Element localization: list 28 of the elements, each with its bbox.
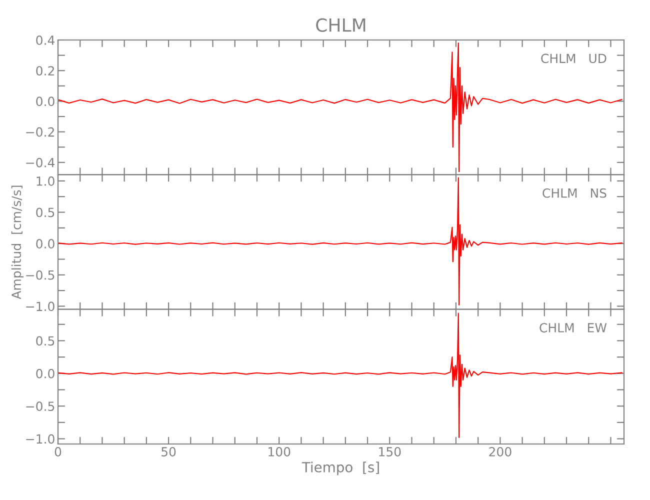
x-tick-label: 50 (162, 447, 176, 456)
y-tick-label: 0.4 (36, 35, 55, 45)
y-tick-label: −1.0 (26, 302, 54, 312)
x-axis-title: Tiempo [s] (302, 462, 379, 476)
x-tick-label: 0 (54, 447, 62, 456)
y-tick-label: 0.0 (36, 239, 54, 248)
y-tick-label: −1.0 (26, 434, 54, 444)
y-tick-label: 0.5 (36, 336, 54, 346)
annotation: CHLM UD (541, 54, 606, 64)
y-tick-label: 0.0 (36, 368, 54, 378)
y-tick-label: 1.0 (36, 176, 54, 186)
y-axis-title: Amplitud [cm/s/s] (11, 186, 24, 300)
y-tick-label: 0.5 (36, 208, 54, 218)
y-tick-label: 0.0 (36, 96, 54, 106)
line-series (58, 42, 622, 172)
line-series (58, 312, 622, 438)
x-tick-label: 200 (489, 447, 512, 456)
y-tick-label: −0.5 (26, 402, 54, 412)
chart-title: CHLM (316, 18, 366, 32)
annotation: CHLM EW (540, 323, 607, 332)
x-tick-label: 150 (379, 447, 401, 456)
y-tick-label: −0.5 (26, 270, 54, 280)
x-tick-label: 100 (268, 447, 290, 456)
y-tick-label: 0.2 (36, 66, 54, 76)
y-tick-label: −0.2 (26, 127, 54, 137)
line-series (58, 177, 622, 306)
annotation: CHLM NS (542, 188, 606, 198)
y-tick-label: −0.4 (26, 158, 55, 168)
